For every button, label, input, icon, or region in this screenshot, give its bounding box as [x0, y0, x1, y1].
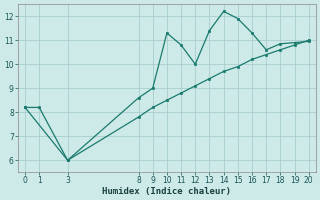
X-axis label: Humidex (Indice chaleur): Humidex (Indice chaleur) — [102, 187, 231, 196]
